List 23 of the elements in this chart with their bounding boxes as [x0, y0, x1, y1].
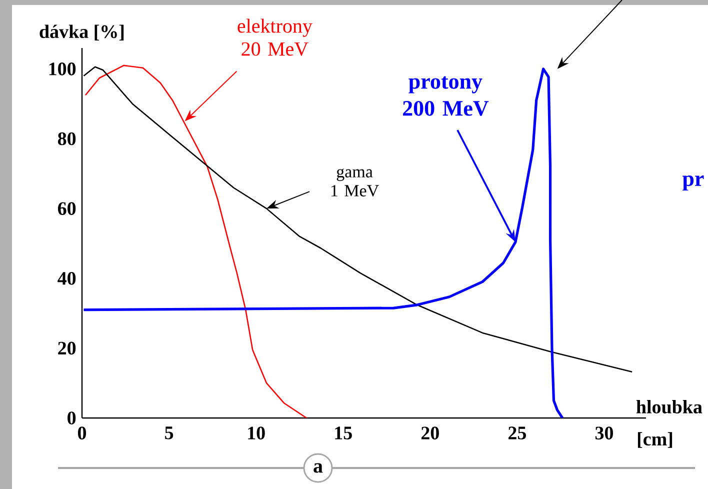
x-tick-label: 20 [421, 426, 439, 440]
y-tick-label: 0 [68, 412, 76, 424]
text: pr [682, 175, 704, 191]
line-series [84, 64, 308, 418]
y-axis-title: dávka [%] [40, 24, 124, 40]
y-tick-label: 100 [49, 62, 76, 76]
x-tick-label: 30 [595, 426, 613, 440]
y-tick-label: 40 [58, 272, 76, 285]
x-tick-label: 25 [508, 426, 526, 440]
y-tick-label: 20 [58, 342, 76, 355]
text: a [314, 463, 323, 473]
line-series [82, 68, 564, 418]
x-tick-label: 10 [248, 426, 265, 440]
annotation: gama 1 MeV [331, 168, 379, 197]
x-tick-label: 15 [335, 426, 352, 440]
annotation: protony 200 MeV [403, 76, 489, 116]
x-tick-label: 0 [78, 426, 86, 440]
annotation: elektrony 20 MeV [238, 18, 312, 56]
x-axis-title: hloubka [636, 400, 702, 414]
y-tick-label: 80 [58, 132, 76, 146]
y-tick-label: 60 [58, 202, 76, 215]
text: [cm] [638, 432, 672, 448]
x-tick-label: 5 [165, 426, 174, 440]
